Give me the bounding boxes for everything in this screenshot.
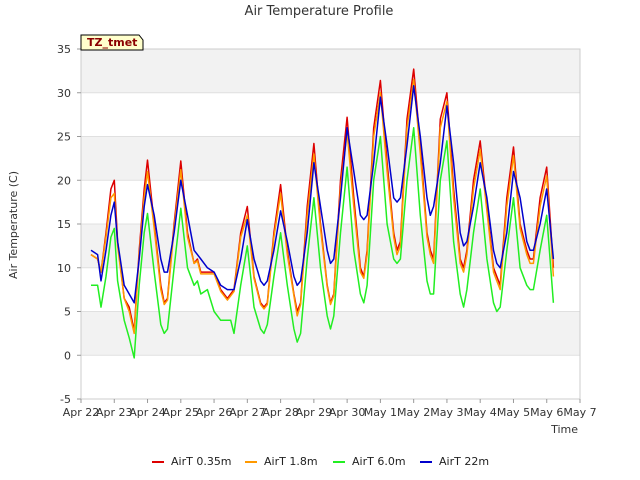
y-tick-label: 30 [57,87,71,100]
y-tick-label: 20 [57,174,71,187]
legend: AirT 0.35m AirT 1.8m AirT 6.0m AirT 22m [152,455,489,468]
y-tick-label: 0 [64,349,71,362]
series-line [90,85,555,304]
y-axis-title: Air Temperature (C) [7,171,20,279]
y-tick-label: 25 [57,131,71,144]
series-layer [90,68,555,359]
y-tick-label: 5 [64,306,71,319]
background-band [81,136,580,181]
y-tick-label: 35 [57,43,71,56]
legend-label: AirT 6.0m [352,455,406,468]
legend-label: AirT 1.8m [264,455,318,468]
x-tick-label: May 5 [497,406,530,419]
x-tick-label: Apr 24 [129,406,166,419]
background-band [81,311,580,356]
x-tick-label: May 6 [530,406,563,419]
series-line [90,78,555,335]
legend-label: AirT 0.35m [171,455,232,468]
x-tick-label: Apr 27 [229,406,266,419]
chart-title: Air Temperature Profile [245,4,394,19]
x-tick-label: Apr 25 [163,406,200,419]
x-tick-label: Apr 30 [329,406,366,419]
y-tick-label: -5 [60,393,71,406]
x-tick-label: Apr 28 [262,406,299,419]
x-axis-title: Time [550,423,578,436]
background-band [81,49,580,93]
series-line [91,127,555,359]
x-tick-label: Apr 22 [63,406,100,419]
series-line [90,68,555,332]
x-tick-label: May 3 [430,406,463,419]
x-tick-label: May 7 [563,406,596,419]
badge-shape [80,34,144,51]
x-tick-label: Apr 29 [296,406,333,419]
background-bands [81,49,580,356]
x-tick-label: Apr 23 [96,406,133,419]
y-axis-ticks: -5 0 5 10 15 20 25 30 35 [57,43,81,406]
badge-label: TZ_tmet [87,36,137,49]
x-tick-label: Apr 26 [196,406,233,419]
y-tick-label: 10 [57,262,71,275]
x-tick-label: May 4 [464,406,497,419]
legend-label: AirT 22m [439,455,489,468]
y-tick-label: 15 [57,218,71,231]
x-tick-label: May 2 [397,406,430,419]
site-badge: TZ_tmet [80,34,144,51]
x-tick-label: May 1 [364,406,397,419]
